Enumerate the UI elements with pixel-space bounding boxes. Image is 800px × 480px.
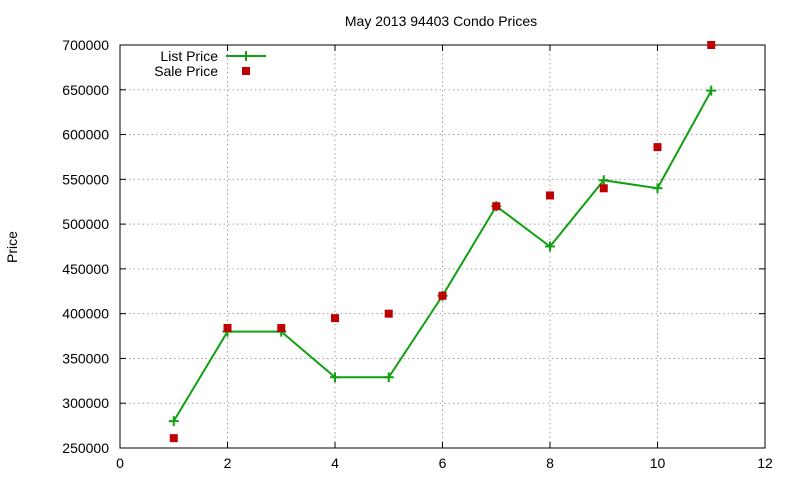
y-tick-label: 700000 [62, 37, 109, 53]
sale-price-point [492, 202, 501, 211]
x-tick-label: 8 [546, 455, 554, 471]
y-tick-label: 250000 [62, 440, 109, 456]
x-tick-label: 12 [757, 455, 773, 471]
sale-price-point [653, 143, 662, 152]
y-tick-label: 350000 [62, 350, 109, 366]
x-tick-label: 4 [331, 455, 339, 471]
x-tick-label: 0 [116, 455, 124, 471]
x-tick-label: 10 [650, 455, 666, 471]
y-tick-label: 400000 [62, 306, 109, 322]
list-price-point [383, 372, 394, 383]
sale-price-point [277, 323, 286, 332]
sale-price-point [599, 184, 608, 193]
sale-price-point [169, 434, 178, 443]
legend-symbols [226, 51, 266, 75]
sale-price-point [546, 191, 554, 200]
list-price-point [545, 241, 555, 252]
y-axis-label: Price [4, 231, 20, 263]
x-tick-label: 6 [439, 455, 447, 471]
sale-price-point [331, 314, 339, 323]
y-tick-label: 550000 [62, 171, 109, 187]
sale-price-point [438, 291, 447, 300]
sale-price-point [223, 323, 232, 332]
x-tick-label: 2 [224, 455, 232, 471]
tick-layer: 0 2 4 6 8 10 12 250000 300000 350000 400000 450000 5… [62, 37, 773, 471]
legend-marker-list-price [241, 51, 251, 61]
legend-marker-sale-price [242, 67, 250, 75]
y-tick-label: 300000 [62, 395, 109, 411]
list-price-point [706, 85, 717, 96]
y-tick-label: 650000 [62, 82, 109, 98]
y-tick-label: 600000 [62, 127, 109, 143]
y-tick-label: 500000 [62, 216, 109, 232]
list-price-point [330, 372, 340, 383]
legend-label-sale-price: Sale Price [154, 63, 218, 79]
legend: List Price Sale Price [154, 48, 266, 79]
y-tick-label: 450000 [62, 261, 109, 277]
list-price-point [652, 183, 663, 194]
grid-layer [120, 45, 765, 448]
chart-title: May 2013 94403 Condo Prices [345, 13, 537, 29]
list-price-point [168, 416, 179, 427]
sale-price-point [707, 41, 716, 49]
legend-label-list-price: List Price [160, 48, 218, 64]
sale-price-point [384, 309, 393, 318]
list-price-point [598, 175, 609, 186]
series-layer [168, 41, 717, 443]
